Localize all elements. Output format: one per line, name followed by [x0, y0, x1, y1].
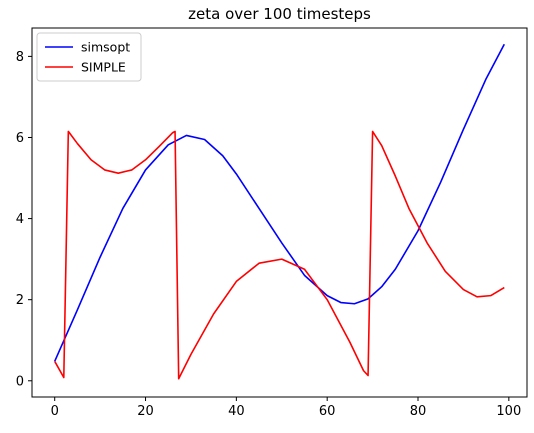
x-tick-label: 80	[410, 404, 427, 419]
series-line-simsopt	[53, 43, 505, 362]
chart-title: zeta over 100 timesteps	[188, 5, 371, 23]
y-tick-label: 8	[16, 50, 24, 65]
y-tick-label: 2	[16, 293, 24, 308]
x-tick-label: 60	[319, 404, 336, 419]
legend-box	[36, 32, 142, 82]
series-line-simple	[54, 130, 505, 380]
y-tick-label: 4	[16, 212, 24, 227]
x-tick-label: 40	[228, 404, 245, 419]
y-tick-label: 6	[16, 131, 24, 146]
axes-frame	[31, 27, 528, 398]
legend-label: simsopt	[81, 40, 130, 55]
x-tick-label: 20	[137, 404, 154, 419]
legend: simsopt SIMPLE	[36, 32, 142, 82]
legend-label: SIMPLE	[81, 60, 126, 75]
axis-ticks: 0 20 40 60 80 100 0 2 4 6 8	[16, 50, 522, 419]
plot-area	[53, 43, 505, 380]
y-tick-label: 0	[16, 374, 24, 389]
x-tick-label: 0	[51, 404, 59, 419]
x-tick-label: 100	[496, 404, 521, 419]
